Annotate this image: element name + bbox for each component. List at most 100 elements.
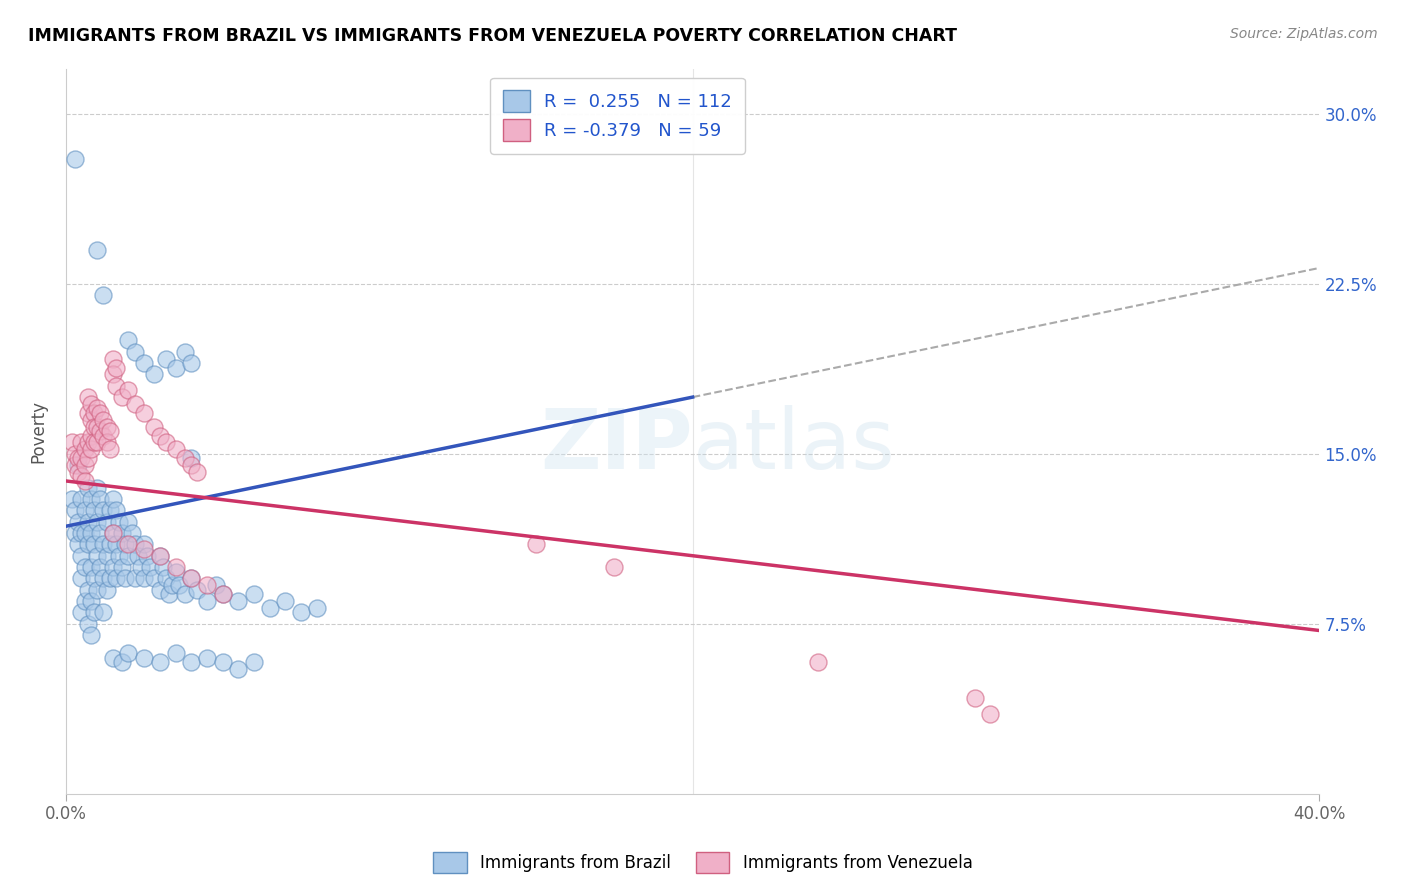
Point xyxy=(67,451,90,466)
Point xyxy=(162,578,184,592)
Point xyxy=(70,469,93,483)
Y-axis label: Poverty: Poverty xyxy=(30,400,46,463)
Point xyxy=(305,600,328,615)
Point xyxy=(93,503,115,517)
Point xyxy=(149,655,172,669)
Point xyxy=(101,650,124,665)
Point xyxy=(80,628,103,642)
Point xyxy=(83,537,105,551)
Point xyxy=(96,549,118,563)
Point xyxy=(76,616,98,631)
Point xyxy=(73,594,96,608)
Point xyxy=(93,413,115,427)
Point xyxy=(149,549,172,563)
Point xyxy=(80,442,103,457)
Point xyxy=(89,526,111,541)
Point xyxy=(180,356,202,370)
Point xyxy=(124,571,146,585)
Point xyxy=(93,288,115,302)
Point xyxy=(73,474,96,488)
Point xyxy=(134,571,156,585)
Point xyxy=(104,378,127,392)
Point xyxy=(186,582,208,597)
Point xyxy=(76,451,98,466)
Point xyxy=(70,492,93,507)
Point xyxy=(76,390,98,404)
Point xyxy=(117,334,139,348)
Point xyxy=(73,560,96,574)
Point xyxy=(70,606,93,620)
Point xyxy=(195,578,218,592)
Legend: Immigrants from Brazil, Immigrants from Venezuela: Immigrants from Brazil, Immigrants from … xyxy=(427,846,979,880)
Text: ZIP: ZIP xyxy=(540,405,693,486)
Point xyxy=(211,587,233,601)
Point xyxy=(86,401,108,416)
Point xyxy=(121,526,143,541)
Point xyxy=(98,571,121,585)
Point xyxy=(83,503,105,517)
Point xyxy=(96,515,118,529)
Point xyxy=(76,481,98,495)
Point xyxy=(63,458,86,472)
Point xyxy=(80,560,103,574)
Point xyxy=(70,451,93,466)
Point xyxy=(205,578,228,592)
Point xyxy=(524,537,547,551)
Point xyxy=(86,582,108,597)
Point xyxy=(67,465,90,479)
Point xyxy=(603,560,626,574)
Point xyxy=(80,492,103,507)
Point xyxy=(167,578,190,592)
Point xyxy=(114,537,136,551)
Point xyxy=(111,390,134,404)
Point xyxy=(76,537,98,551)
Point xyxy=(98,424,121,438)
Point xyxy=(101,560,124,574)
Point xyxy=(98,503,121,517)
Point xyxy=(83,406,105,420)
Point xyxy=(63,447,86,461)
Point xyxy=(142,419,165,434)
Point xyxy=(117,537,139,551)
Text: IMMIGRANTS FROM BRAZIL VS IMMIGRANTS FROM VENEZUELA POVERTY CORRELATION CHART: IMMIGRANTS FROM BRAZIL VS IMMIGRANTS FRO… xyxy=(28,27,957,45)
Point xyxy=(73,503,96,517)
Point xyxy=(142,368,165,382)
Point xyxy=(124,344,146,359)
Point xyxy=(104,360,127,375)
Point xyxy=(89,492,111,507)
Point xyxy=(63,526,86,541)
Point xyxy=(111,526,134,541)
Point xyxy=(60,435,83,450)
Point xyxy=(111,560,134,574)
Legend: R =  0.255   N = 112, R = -0.379   N = 59: R = 0.255 N = 112, R = -0.379 N = 59 xyxy=(491,78,745,154)
Point xyxy=(67,515,90,529)
Point xyxy=(165,646,187,660)
Point xyxy=(226,662,249,676)
Point xyxy=(67,537,90,551)
Point xyxy=(76,582,98,597)
Point xyxy=(86,419,108,434)
Point xyxy=(117,549,139,563)
Point xyxy=(114,571,136,585)
Point xyxy=(101,368,124,382)
Point xyxy=(149,582,172,597)
Point xyxy=(104,503,127,517)
Point xyxy=(86,435,108,450)
Point xyxy=(155,435,177,450)
Point xyxy=(83,419,105,434)
Point xyxy=(60,492,83,507)
Point xyxy=(274,594,297,608)
Point xyxy=(165,565,187,579)
Point xyxy=(73,442,96,457)
Point xyxy=(174,451,197,466)
Point xyxy=(101,526,124,541)
Point xyxy=(93,537,115,551)
Point xyxy=(226,594,249,608)
Point xyxy=(89,406,111,420)
Point xyxy=(80,428,103,442)
Point xyxy=(101,526,124,541)
Point xyxy=(80,397,103,411)
Point xyxy=(136,549,159,563)
Point xyxy=(111,655,134,669)
Point xyxy=(157,587,180,601)
